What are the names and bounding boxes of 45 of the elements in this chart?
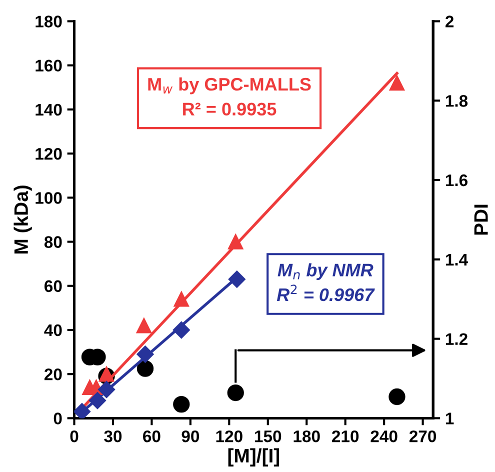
y-tick-label: 60 [44,280,62,292]
y2-axis-title: PDI [474,204,488,235]
annotation: M$_{w}$ by GPC-MALLS R² = 0.9935 [148,77,311,116]
point [74,403,91,418]
point [228,234,244,250]
y-tick-label: 180 [36,16,62,28]
y-tick-label: 80 [44,236,62,248]
y2-tick-label: 1.4 [446,254,468,266]
x-tick-label: 240 [370,430,398,442]
y2-tick-label: 1.6 [446,174,468,186]
y-axis-title: M (kDa) [14,186,32,254]
point [136,346,154,363]
x-tick-label: 90 [182,430,200,442]
point [174,291,190,307]
x-tick-label: 30 [104,430,122,442]
y2-tick-label: 2 [446,16,454,28]
y2-tick-label: 1 [446,412,454,424]
x-tick-label: 150 [255,430,282,442]
x-tick-label: 0 [70,430,78,442]
y2-tick-label: 1.8 [446,95,468,107]
y-tick-label: 40 [44,324,62,336]
y2-tick-label: 1.2 [446,333,468,345]
x-tick-label: 210 [332,430,359,442]
point [136,318,152,334]
x-tick-label: 60 [143,430,160,442]
x-tick-label: 120 [216,430,242,442]
y-tick-label: 120 [36,148,62,160]
x-tick-label: 180 [294,430,320,442]
point [388,388,406,406]
annotation: M$_{n}$ by NMR R$^{2}$ = 0.9967 [276,263,375,302]
point [227,384,244,402]
point [88,392,106,410]
x-axis-title: [M]/[I] [228,448,280,466]
x-tick-label: 270 [409,430,436,442]
point [172,321,190,339]
point [228,270,246,288]
y-tick-label: 160 [36,60,62,72]
point [136,360,154,377]
y-tick-label: 0 [54,412,62,424]
point [173,396,190,413]
y-tick-label: 20 [44,368,62,380]
y-tick-label: 140 [36,104,62,116]
point [389,75,405,91]
point [98,380,116,398]
y-tick-label: 100 [36,192,62,204]
